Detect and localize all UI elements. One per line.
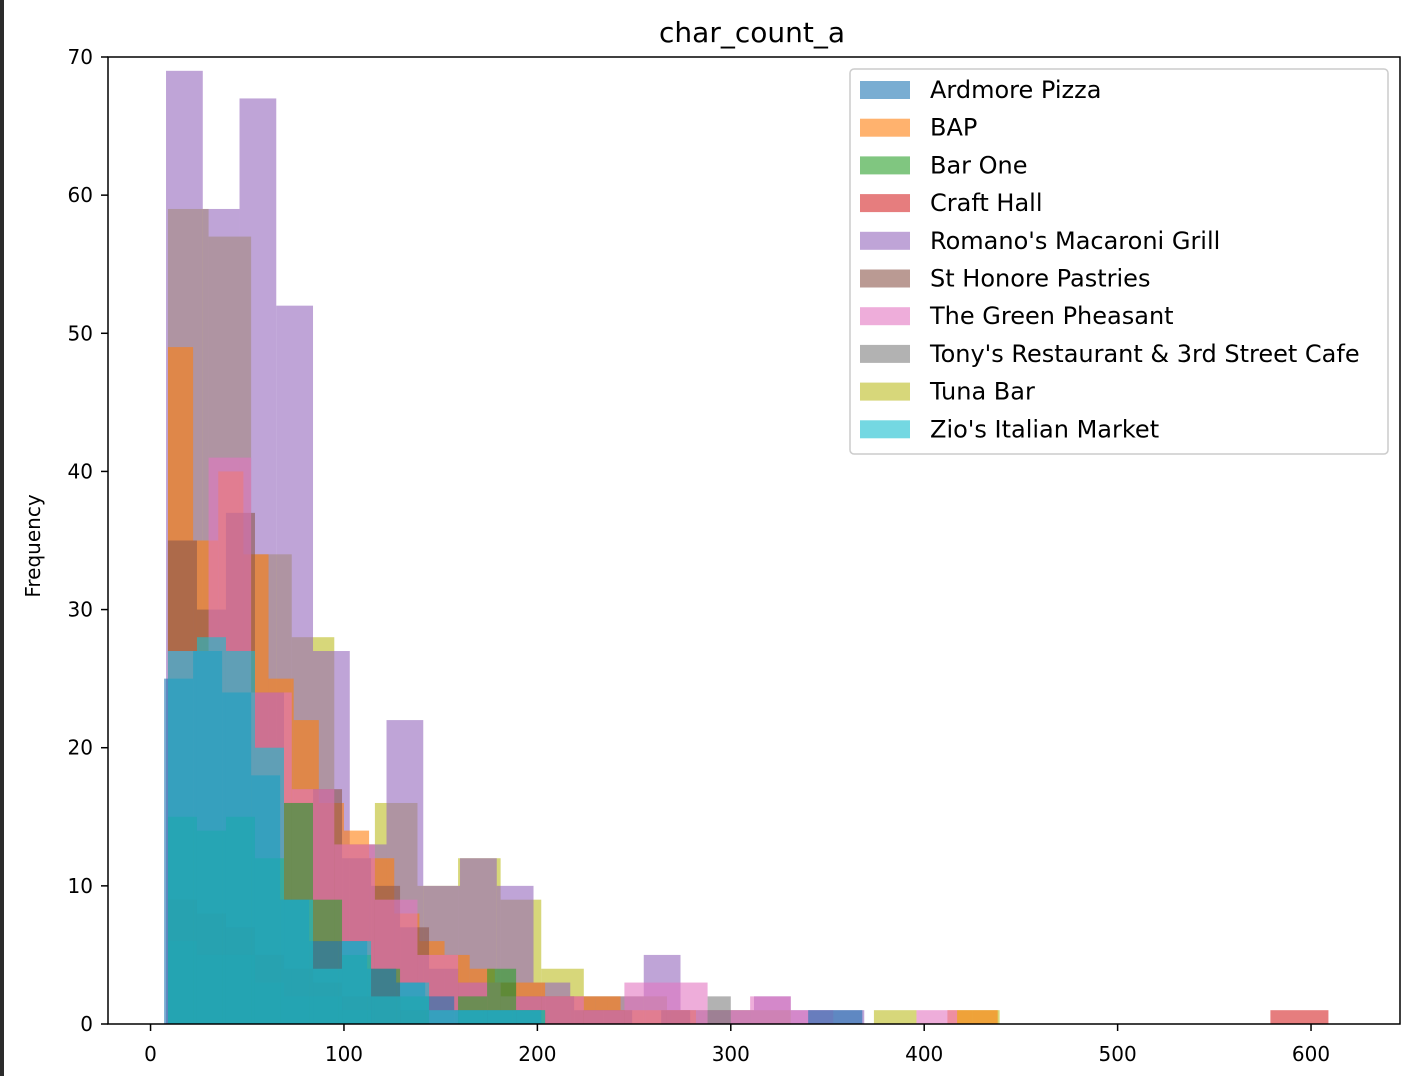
legend-label: BAP (930, 114, 977, 142)
histogram-bar (916, 1010, 958, 1024)
x-tick-label: 100 (325, 1042, 363, 1066)
x-axis: 0 100 200 300 400 500 600 (144, 1024, 1330, 1066)
x-tick-label: 300 (712, 1042, 750, 1066)
histogram-bar (707, 996, 731, 1024)
histogram-bar (342, 941, 372, 1024)
legend-swatch (860, 194, 910, 213)
x-tick-label: 500 (1099, 1042, 1137, 1066)
x-tick-label: 600 (1292, 1042, 1330, 1066)
histogram-bar (371, 996, 401, 1024)
histogram-bar (516, 1010, 546, 1024)
legend-swatch (860, 81, 910, 99)
histogram-bar (873, 1010, 917, 1024)
window-frame-edge (0, 0, 4, 1076)
plot-frame (107, 56, 1401, 1025)
legend-frame (849, 68, 1389, 455)
histogram-bar (624, 982, 667, 1024)
y-tick-label: 30 (68, 598, 93, 622)
legend-label: St Honore Pastries (930, 265, 1150, 293)
y-axis: 0 10 20 30 40 50 60 70 (68, 45, 108, 1036)
histogram-bar (254, 747, 284, 1024)
series-zio-s-italian-market (167, 637, 546, 1024)
histogram-bar (225, 651, 255, 1024)
histogram-bar (167, 651, 197, 1024)
legend-label: Tuna Bar (929, 378, 1035, 406)
x-tick-label: 400 (905, 1042, 943, 1066)
y-tick-label: 50 (68, 321, 93, 345)
chart-title: char_count_a (659, 16, 845, 49)
legend: Ardmore Pizza BAP Bar One Craft Hall Romano'… (849, 68, 1389, 455)
legend-swatch (860, 344, 910, 363)
legend-label: Tony's Restaurant & 3rd Street Cafe (929, 340, 1360, 368)
histogram-bar (583, 1010, 625, 1024)
legend-label: The Green Pheasant (929, 302, 1174, 330)
histogram-bar (750, 996, 791, 1024)
histogram-bar (429, 1010, 459, 1024)
y-tick-label: 10 (68, 874, 93, 898)
histogram-bar (808, 1010, 863, 1024)
y-tick-label: 70 (68, 45, 93, 69)
y-tick-label: 20 (68, 736, 93, 760)
y-tick-label: 60 (68, 183, 93, 207)
histogram-bar (284, 899, 314, 1024)
histogram-bars (164, 70, 1329, 1025)
histogram-bar (541, 996, 584, 1024)
histogram-bar (400, 982, 430, 1024)
histogram-bar (972, 1010, 998, 1024)
legend-label: Craft Hall (930, 189, 1043, 217)
histogram-bar (1270, 1010, 1329, 1024)
y-axis-label: Frequency (21, 494, 45, 597)
histogram-bar (458, 1010, 488, 1024)
legend-label: Zio's Italian Market (930, 415, 1159, 443)
x-tick-label: 0 (144, 1042, 157, 1066)
legend-swatch (860, 118, 910, 137)
legend-swatch (860, 420, 910, 439)
legend-label: Bar One (930, 151, 1028, 179)
legend-swatch (860, 382, 910, 401)
histogram-bar (313, 968, 343, 1024)
histogram-bar (196, 637, 226, 1024)
histogram-bar (487, 1010, 517, 1024)
legend-swatch (860, 231, 910, 250)
legend-swatch (860, 156, 910, 175)
legend-swatch (860, 307, 910, 326)
histogram-bar (666, 982, 708, 1024)
legend-label: Ardmore Pizza (930, 76, 1101, 104)
y-tick-label: 0 (80, 1012, 93, 1036)
y-tick-label: 40 (68, 459, 93, 483)
legend-label: Romano's Macaroni Grill (930, 227, 1220, 255)
x-tick-label: 200 (518, 1042, 556, 1066)
legend-swatch (860, 269, 910, 288)
